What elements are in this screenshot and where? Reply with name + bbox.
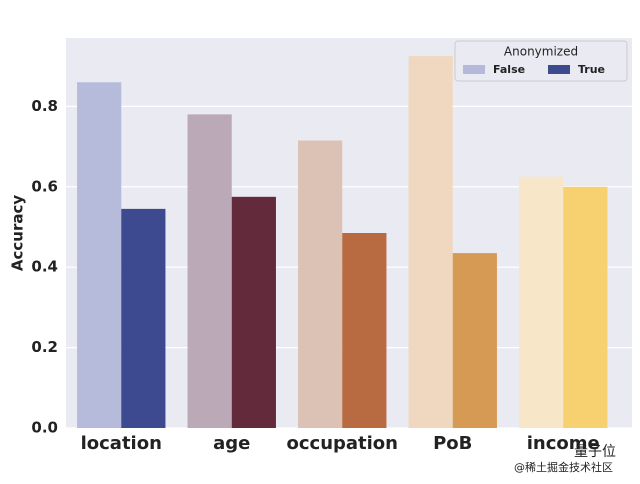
y-axis-label: Accuracy xyxy=(9,195,27,271)
bar xyxy=(408,56,453,429)
legend-label: True xyxy=(578,63,605,76)
watermark-source: @稀土掘金技术社区 xyxy=(514,460,613,474)
bar xyxy=(563,186,608,428)
legend-label: False xyxy=(493,63,525,76)
bar xyxy=(452,253,497,428)
x-tick-label: location xyxy=(81,433,162,454)
legend-title: Anonymized xyxy=(504,45,578,59)
y-tick-label: 0.0 xyxy=(31,419,58,437)
legend-swatch xyxy=(548,65,570,74)
y-tick-label: 0.8 xyxy=(31,97,58,115)
x-tick-label: income xyxy=(527,433,600,454)
legend-swatch xyxy=(463,65,485,74)
y-tick-label: 0.4 xyxy=(31,258,58,276)
bar xyxy=(519,176,564,428)
x-tick-label: PoB xyxy=(433,433,472,454)
y-tick-label: 0.2 xyxy=(31,338,58,356)
bar xyxy=(342,233,387,428)
bar xyxy=(298,140,343,429)
x-tick-label: occupation xyxy=(286,433,398,454)
legend-box xyxy=(454,40,628,82)
y-tick-label: 0.6 xyxy=(31,177,58,195)
bar xyxy=(231,196,276,428)
bar xyxy=(121,208,166,428)
x-tick-label: age xyxy=(213,433,250,454)
bar xyxy=(187,114,232,428)
watermark-brand: 量子位 xyxy=(574,444,616,460)
bar xyxy=(77,82,122,428)
